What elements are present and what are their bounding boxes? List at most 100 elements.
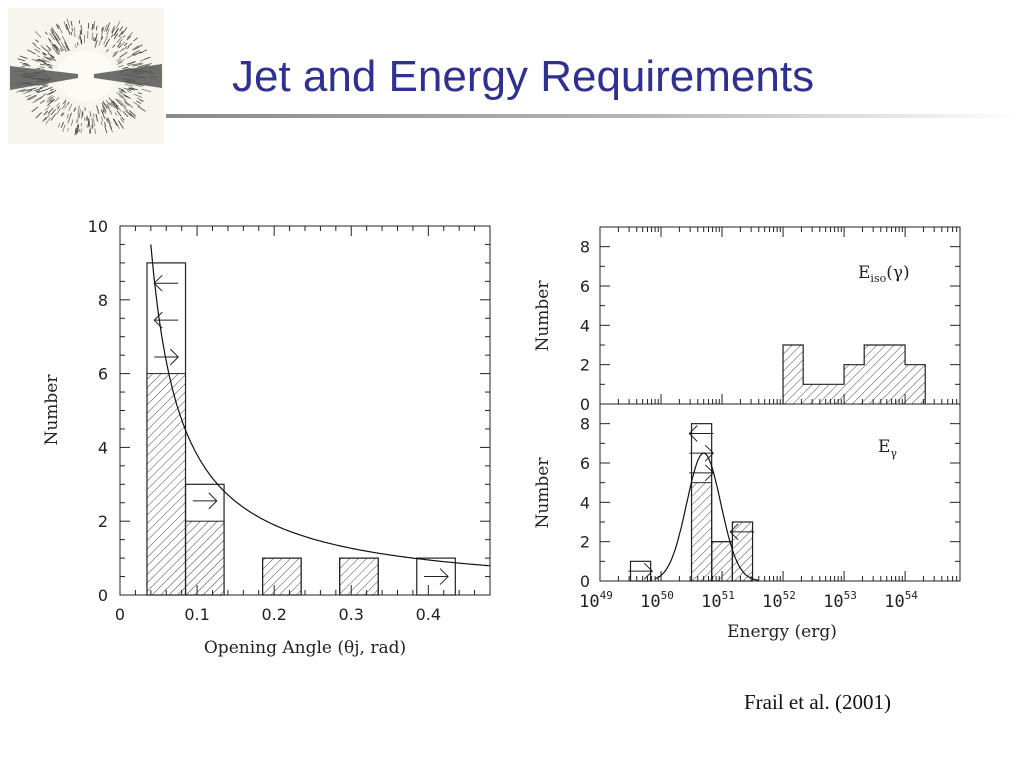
logo-filament — [48, 91, 54, 95]
logo-filament — [100, 121, 103, 126]
logo-filament — [50, 114, 56, 121]
logo-filament — [109, 110, 113, 115]
logo-filament — [104, 126, 108, 134]
eiso-label-paren: (γ) — [886, 263, 909, 283]
x-tick-label: 1054 — [884, 589, 918, 612]
logo-filament — [142, 63, 153, 66]
logo-filament — [52, 43, 59, 51]
logo-filament — [57, 123, 61, 128]
logo-filament — [42, 47, 50, 53]
logo-filament — [43, 64, 52, 68]
y-tick-label: 0 — [98, 586, 108, 605]
logo-filament — [118, 95, 127, 101]
logo-filament — [136, 44, 143, 49]
logo-filament — [118, 120, 124, 129]
grb-jet-image-icon — [8, 8, 164, 144]
logo-filament — [106, 49, 109, 53]
hatched-bar — [783, 345, 804, 404]
logo-filament — [118, 65, 124, 68]
logo-filament — [76, 119, 78, 124]
logo-filament — [133, 101, 141, 107]
logo-filament — [49, 88, 54, 91]
logo-filament — [110, 34, 114, 38]
logo-filament — [139, 62, 144, 65]
logo-filament — [75, 124, 79, 134]
logo-filament — [101, 106, 107, 115]
logo-filament — [92, 24, 94, 29]
logo-filament — [137, 65, 144, 68]
logo-filament — [103, 122, 107, 127]
logo-filament — [39, 95, 45, 99]
logo-filament — [37, 89, 45, 94]
logo-filament — [95, 33, 98, 41]
x-tick-label: 1053 — [823, 589, 857, 612]
slide-title: Jet and Energy Requirements — [232, 52, 815, 101]
y-tick-label: 6 — [98, 365, 108, 384]
logo-filament — [39, 99, 45, 104]
logo-filament — [18, 88, 27, 92]
logo-filament — [16, 89, 26, 93]
hatched-bar — [339, 557, 379, 596]
logo-filament — [119, 25, 124, 32]
logo-filament — [118, 38, 123, 44]
logo-filament — [125, 82, 136, 86]
logo-filament — [32, 99, 38, 104]
x-tick-exponent: 50 — [661, 589, 674, 602]
logo-filament — [57, 24, 63, 34]
logo-filament — [27, 94, 37, 100]
logo-filament — [108, 122, 113, 130]
logo-filament — [114, 112, 118, 116]
logo-filament — [38, 96, 43, 101]
logo-filament — [102, 100, 108, 110]
logo-filament — [129, 110, 137, 117]
logo-filament — [39, 66, 45, 69]
logo-filament — [78, 36, 80, 40]
logo-filament — [60, 121, 65, 128]
hatched-bar — [803, 384, 824, 404]
logo-filament — [35, 90, 39, 93]
logo-filament — [144, 65, 148, 67]
bottom-plot-frame — [599, 403, 961, 582]
logo-filament — [101, 26, 105, 36]
logo-filament — [131, 50, 140, 55]
logo-filament — [77, 124, 80, 134]
logo-filament — [128, 87, 134, 91]
logo-filament — [110, 101, 114, 105]
logo-filament — [106, 103, 110, 109]
egamma-label-main: E — [878, 437, 890, 457]
logo-filament — [112, 53, 117, 58]
logo-filament — [119, 91, 124, 95]
logo-filament — [49, 96, 55, 101]
logo-filament — [68, 103, 73, 112]
logo-filament — [39, 85, 49, 89]
y-tick-label: 2 — [580, 356, 590, 375]
logo-filament — [50, 98, 55, 103]
x-tick-exponent: 49 — [600, 589, 613, 602]
logo-filament — [117, 59, 125, 64]
logo-filament — [122, 66, 129, 70]
logo-filament — [40, 45, 45, 48]
logo-filament — [133, 64, 138, 66]
logo-filament — [127, 63, 134, 67]
logo-filament — [122, 34, 126, 39]
logo-filament — [101, 27, 104, 31]
logo-filament — [139, 99, 143, 102]
logo-filament — [102, 109, 105, 113]
x-tick-exponent: 54 — [905, 589, 919, 602]
limit-arrow — [424, 568, 449, 585]
logo-filament — [134, 84, 143, 88]
logo-filament — [127, 61, 136, 65]
logo-filament — [50, 55, 55, 59]
y-tick-label: 10 — [88, 217, 108, 236]
logo-filament — [26, 98, 31, 101]
x-tick-label: 0.3 — [339, 605, 364, 624]
citation: Frail et al. (2001) — [744, 690, 891, 714]
logo-filament — [104, 24, 108, 32]
logo-filament — [130, 87, 138, 91]
limit-arrow — [192, 492, 218, 510]
logo-filament — [65, 25, 68, 30]
logo-filament — [103, 35, 109, 45]
logo-filament — [91, 117, 94, 128]
logo-filament — [112, 100, 119, 108]
